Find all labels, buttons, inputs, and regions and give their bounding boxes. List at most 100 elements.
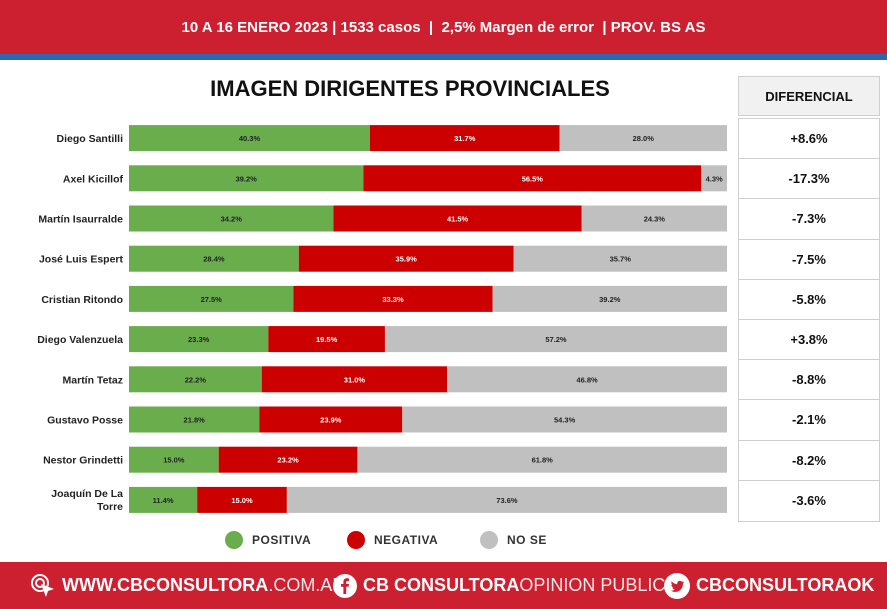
data-label: 23.3% [188, 335, 210, 344]
legend-item-no-se: NO SE [480, 531, 547, 549]
differential-cell: -2.1% [739, 400, 879, 441]
differential-cell: -8.2% [739, 441, 879, 481]
bar-segment-negativa [298, 245, 514, 272]
category-label: Martín Tetaz [63, 374, 123, 386]
cursor-click-icon [30, 573, 56, 599]
legend-item-positiva: POSITIVA [225, 531, 311, 549]
bar-segment-no-se [402, 406, 727, 433]
header-bar: 10 A 16 ENERO 2023 | 1533 casos | 2,5% M… [0, 0, 887, 54]
data-label: 28.0% [633, 134, 655, 143]
data-label: 23.9% [320, 416, 342, 425]
bar-segment-negativa [218, 446, 358, 473]
header-text: 10 A 16 ENERO 2023 | 1533 casos | 2,5% M… [181, 18, 706, 36]
bar-segment-positiva [129, 366, 262, 393]
data-label: 39.2% [236, 174, 258, 183]
bar-segment-negativa [333, 205, 582, 232]
data-label: 40.3% [239, 134, 261, 143]
data-label: 31.0% [344, 375, 366, 384]
bar-segment-negativa [259, 406, 403, 433]
category-label: Martín Isaurralde [38, 214, 123, 226]
legend-label-no-se: NO SE [507, 533, 547, 547]
differential-cell: +8.6% [739, 119, 879, 160]
facebook-icon [333, 573, 357, 598]
category-label: Axel Kicillof [63, 173, 124, 185]
footer-facebook[interactable]: CB CONSULTORA OPINION PUBLICA [333, 562, 677, 609]
chart-title: IMAGEN DIRIGENTES PROVINCIALES [210, 76, 610, 101]
footer-facebook-light: OPINION PUBLICA [519, 575, 678, 595]
data-label: 27.5% [201, 295, 223, 304]
bar-segment-no-se [701, 165, 727, 192]
bar-segment-no-se [286, 486, 727, 513]
footer-facebook-bold: CB CONSULTORA [363, 575, 520, 595]
data-label: 33.3% [382, 295, 404, 304]
data-label: 15.0% [231, 496, 253, 505]
differential-cell: -7.3% [739, 199, 879, 240]
bar-segment-no-se [384, 326, 727, 353]
category-label: José Luis Espert [39, 254, 124, 266]
data-label: 35.9% [396, 255, 418, 264]
category-label: Diego Santilli [56, 133, 123, 145]
data-label: 28.4% [203, 255, 225, 264]
footer-website-bold: WWW.CBCONSULTORA [62, 575, 269, 595]
legend: POSITIVA NEGATIVA NO SE [0, 531, 887, 553]
legend-dot-no-se [480, 531, 498, 549]
data-label: 73.6% [496, 496, 518, 505]
bar-segment-positiva [129, 165, 364, 192]
bar-segment-positiva [129, 125, 370, 152]
bar-segment-no-se [513, 245, 727, 272]
bar-segment-positiva [129, 486, 198, 513]
data-label: 41.5% [447, 215, 469, 224]
bar-segment-positiva [129, 326, 269, 353]
data-label: 4.3% [706, 174, 723, 183]
header-accent-line [0, 54, 887, 60]
category-label: Nestor Grindetti [43, 455, 123, 467]
differential-column: +8.6% -17.3% -7.3% -7.5% -5.8% +3.8% -8.8% -2.1… [738, 118, 880, 522]
category-label: Diego Valenzuela [37, 334, 123, 346]
differential-cell: -17.3% [739, 159, 879, 200]
bar-segment-no-se [357, 446, 727, 473]
bar-segment-no-se [447, 366, 727, 393]
data-label: 22.2% [185, 375, 207, 384]
data-label: 15.0% [163, 456, 185, 465]
bar-segment-negativa [293, 285, 493, 312]
bar-segment-no-se [581, 205, 727, 232]
differential-header: DIFERENCIAL [738, 76, 880, 116]
bar-segment-negativa [363, 165, 702, 192]
legend-dot-negativa [347, 531, 365, 549]
category-label: Gustavo Posse [47, 415, 123, 427]
differential-cell: +3.8% [739, 320, 879, 361]
differential-cell: -3.6% [792, 493, 826, 509]
legend-dot-positiva [225, 531, 243, 549]
data-label: 57.2% [545, 335, 567, 344]
data-label: 21.8% [184, 416, 206, 425]
bar-segment-positiva [129, 285, 294, 312]
data-label: 39.2% [599, 295, 621, 304]
data-label: 23.2% [277, 456, 299, 465]
twitter-icon [664, 572, 690, 599]
differential-cell: -8.8% [739, 360, 879, 401]
footer-website[interactable]: WWW.CBCONSULTORA .COM.AR [30, 562, 345, 609]
stacked-bar-chart: Diego Santilli 40.3% 31.7% 28.0% Axel Kicill… [37, 125, 727, 513]
footer-twitter[interactable]: CBCONSULTORAOK [664, 562, 874, 609]
data-label: 19.5% [316, 335, 338, 344]
data-label: 31.7% [454, 134, 476, 143]
data-label: 34.2% [221, 215, 243, 224]
bar-segment-no-se [492, 285, 727, 312]
data-label: 11.4% [153, 496, 174, 505]
bar-segment-positiva [129, 245, 299, 272]
bar-segment-negativa [369, 125, 560, 152]
footer-twitter-bold: CBCONSULTORAOK [696, 575, 875, 595]
data-label: 46.8% [576, 375, 598, 384]
bar-segment-positiva [129, 406, 260, 433]
footer-website-light: .COM.AR [268, 575, 346, 595]
data-label: 35.7% [610, 255, 632, 264]
bar-segment-negativa [197, 486, 287, 513]
data-label: 24.3% [644, 215, 666, 224]
data-label: 54.3% [554, 416, 576, 425]
bar-segment-negativa [261, 366, 448, 393]
bar-segment-no-se [559, 125, 727, 152]
data-label: 61.8% [532, 456, 554, 465]
differential-cell: -7.5% [739, 240, 879, 280]
bar-segment-negativa [268, 326, 385, 353]
category-label: Joaquín De La Torre [51, 488, 123, 513]
